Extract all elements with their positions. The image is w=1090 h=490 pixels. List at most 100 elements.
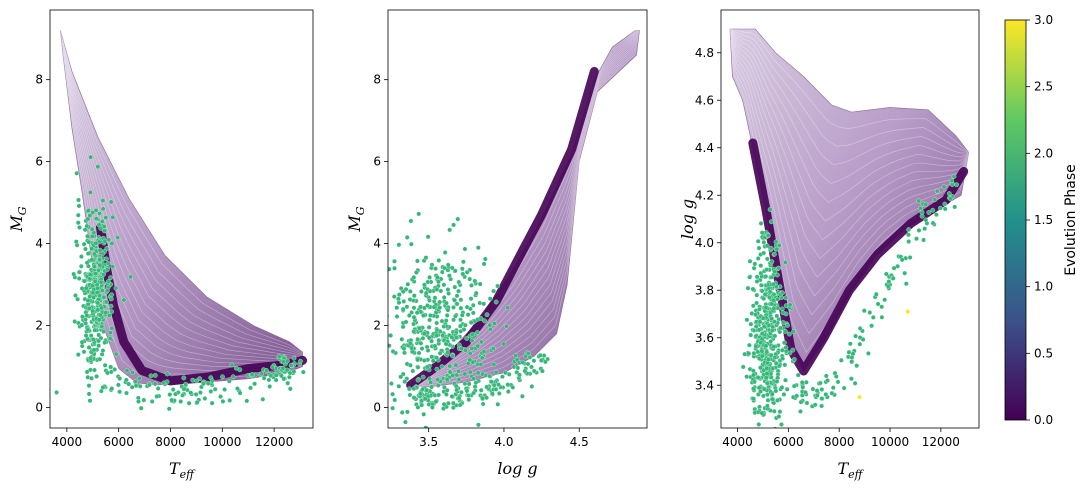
phase-2-point xyxy=(381,354,385,358)
phase-2-point xyxy=(148,373,154,379)
phase-2-point xyxy=(804,379,809,385)
phase-2-point xyxy=(756,327,762,333)
phase-2-point xyxy=(54,390,59,395)
phase-2-point xyxy=(433,266,438,271)
phase-2-point xyxy=(751,265,757,271)
phase-2-point xyxy=(780,310,786,316)
phase-2-point xyxy=(461,327,467,332)
phase-2-point xyxy=(466,393,471,398)
phase-2-point xyxy=(264,368,269,373)
phase-2-point xyxy=(942,201,948,207)
phase-2-point xyxy=(410,368,416,374)
phase-2-point xyxy=(392,265,397,271)
phase-2-point xyxy=(398,374,404,380)
track-line xyxy=(410,30,640,386)
x-axis-label: Teff xyxy=(169,459,196,481)
phase-2-point xyxy=(422,396,428,402)
phase-2-point xyxy=(823,392,829,397)
phase-2-point xyxy=(472,384,478,390)
phase-2-point xyxy=(765,403,770,409)
phase-2-point xyxy=(259,371,264,377)
phase-2-point xyxy=(92,327,98,333)
phase-2-point xyxy=(373,287,377,291)
phase-2-point xyxy=(916,198,922,204)
phase-2-point xyxy=(403,419,408,425)
y-tick-label: 6 xyxy=(35,155,43,169)
phase-2-point xyxy=(230,374,236,380)
phase-2-point xyxy=(480,396,485,402)
phase-2-point xyxy=(87,306,92,311)
phase-2-point xyxy=(92,279,98,284)
phase-2-point xyxy=(270,364,275,370)
phase-2-point xyxy=(787,350,793,356)
phase-2-point xyxy=(108,330,113,336)
phase-2-point xyxy=(436,279,441,285)
phase-2-point xyxy=(779,385,785,390)
phase-2-point xyxy=(110,214,116,220)
track-line xyxy=(729,28,969,166)
phase-2-point xyxy=(771,306,777,311)
phase-2-point xyxy=(751,386,756,392)
phase-2-point xyxy=(810,386,816,392)
phase-2-point xyxy=(759,230,765,236)
phase-2-point xyxy=(511,364,517,370)
y-tick-label: 4.0 xyxy=(695,236,714,250)
phase-2-point xyxy=(390,391,395,397)
phase-2-point xyxy=(770,281,776,287)
phase-2-point xyxy=(744,374,750,380)
phase-2-point xyxy=(469,283,474,288)
phase-2-point xyxy=(396,292,402,298)
phase-2-point xyxy=(220,374,225,380)
phase-2-point xyxy=(133,383,139,389)
phase-2-point xyxy=(190,377,196,383)
phase-2-point xyxy=(85,298,91,303)
phase-2-point xyxy=(852,380,858,386)
phase-2-point xyxy=(479,355,485,361)
phase-2-point xyxy=(205,381,211,386)
phase-2-point xyxy=(424,387,430,393)
phase-2-point xyxy=(501,341,507,347)
colorbar-gradient xyxy=(1004,19,1027,421)
panel-teff-mg: 4000 6000 8000 10000 12000 0 2 4 6 8 Teff MG xyxy=(7,9,314,481)
phase-2-point xyxy=(456,279,462,285)
phase-2-point xyxy=(481,349,487,355)
phase-2-point xyxy=(453,362,459,368)
phase-2-point xyxy=(849,359,854,365)
phase-2-point xyxy=(757,319,763,325)
phase-2-point xyxy=(770,396,776,402)
phase-2-point xyxy=(906,227,912,232)
phase-2-point xyxy=(772,333,778,339)
phase-2-point xyxy=(775,272,780,278)
phase-2-point xyxy=(186,400,192,406)
y-tick-label: 0 xyxy=(35,401,43,415)
phase-2-point xyxy=(754,300,759,306)
phase-2-point xyxy=(137,375,142,381)
phase-2-point xyxy=(487,296,493,302)
phase-2-point xyxy=(377,279,381,283)
phase-2-point xyxy=(411,314,417,320)
phase-2-point xyxy=(467,276,473,282)
phase-2-point xyxy=(781,392,787,397)
phase-2-point xyxy=(769,391,775,397)
phase-2-point xyxy=(456,395,462,401)
phase-2-point xyxy=(96,338,101,344)
phase-2-point xyxy=(759,288,765,294)
phase-2-point xyxy=(248,385,253,391)
phase-2-point xyxy=(480,401,486,407)
phase-2-point xyxy=(178,399,184,404)
phase-2-point xyxy=(285,358,290,364)
phase-2-point xyxy=(488,326,493,332)
phase-2-point xyxy=(429,262,435,268)
phase-2-point xyxy=(531,358,537,364)
y-axis-label: MG xyxy=(345,206,367,232)
phase-2-point xyxy=(819,387,825,392)
phase-2-point xyxy=(418,304,423,310)
phase-2-point xyxy=(123,377,129,383)
phase-2-point xyxy=(434,320,440,326)
phase-2-point xyxy=(919,213,925,219)
phase-2-point xyxy=(434,366,440,372)
phase-2-point xyxy=(391,294,397,299)
phase-2-point xyxy=(427,317,432,323)
y-tick-label: 0 xyxy=(373,401,381,415)
phase-2-point xyxy=(429,338,434,344)
